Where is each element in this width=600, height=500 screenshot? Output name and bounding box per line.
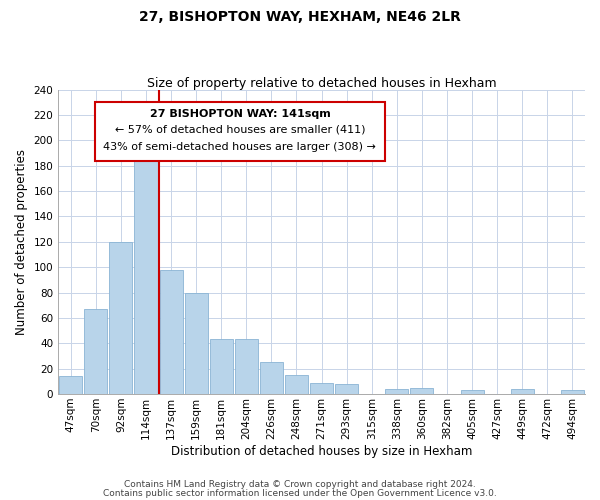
Bar [84,309,107,394]
Y-axis label: Number of detached properties: Number of detached properties [15,149,28,335]
Bar [410,388,433,394]
Bar [385,389,409,394]
Bar [109,242,133,394]
X-axis label: Distribution of detached houses by size in Hexham: Distribution of detached houses by size … [171,444,472,458]
Bar [59,376,82,394]
Bar [310,382,333,394]
Title: Size of property relative to detached houses in Hexham: Size of property relative to detached ho… [147,76,496,90]
Bar [235,340,258,394]
Bar [511,389,534,394]
Text: ← 57% of detached houses are smaller (411): ← 57% of detached houses are smaller (41… [115,124,365,134]
Bar [260,362,283,394]
FancyBboxPatch shape [95,102,385,161]
Bar [160,270,182,394]
Text: Contains HM Land Registry data © Crown copyright and database right 2024.: Contains HM Land Registry data © Crown c… [124,480,476,489]
Text: Contains public sector information licensed under the Open Government Licence v3: Contains public sector information licen… [103,488,497,498]
Bar [461,390,484,394]
Bar [185,292,208,394]
Text: 27 BISHOPTON WAY: 141sqm: 27 BISHOPTON WAY: 141sqm [149,110,330,120]
Bar [209,340,233,394]
Text: 43% of semi-detached houses are larger (308) →: 43% of semi-detached houses are larger (… [103,142,376,152]
Bar [561,390,584,394]
Text: 27, BISHOPTON WAY, HEXHAM, NE46 2LR: 27, BISHOPTON WAY, HEXHAM, NE46 2LR [139,10,461,24]
Bar [134,149,158,394]
Bar [335,384,358,394]
Bar [285,375,308,394]
